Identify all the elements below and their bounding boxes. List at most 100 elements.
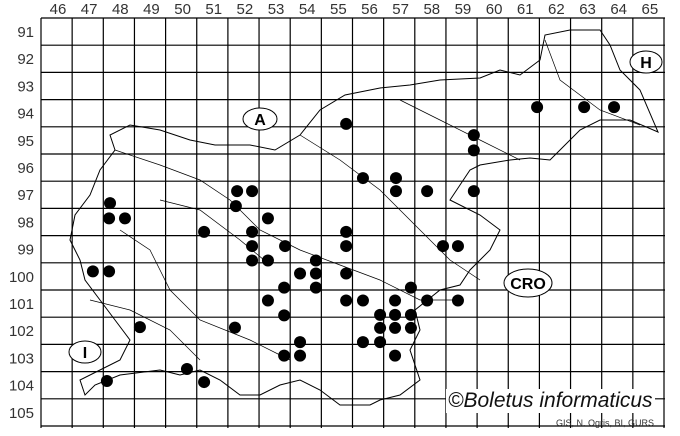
occurrence-dot <box>86 265 99 278</box>
column-label: 62 <box>548 1 565 18</box>
row-label: 91 <box>17 24 34 41</box>
occurrence-dot <box>404 321 417 334</box>
occurrence-dot <box>309 254 322 267</box>
column-label: 65 <box>642 1 659 18</box>
row-label: 102 <box>9 323 34 340</box>
occurrence-dot <box>421 185 434 198</box>
river <box>299 134 481 281</box>
column-label: 56 <box>361 1 378 18</box>
occurrence-dot <box>451 294 464 307</box>
occurrence-dot <box>309 281 322 294</box>
row-labels: 91 92 93 94 95 96 97 98 99 100 101 102 103 104 105 <box>9 24 34 422</box>
column-label: 57 <box>392 1 409 18</box>
occurrence-dot <box>261 294 274 307</box>
occurrence-dot <box>356 294 369 307</box>
occurrence-dot <box>404 308 417 321</box>
country-border <box>69 29 659 406</box>
occurrence-dot <box>467 185 480 198</box>
occurrence-dot <box>340 240 353 253</box>
occurrence-dot <box>198 376 211 389</box>
occurrence-dot <box>279 240 292 253</box>
occurrence-dot <box>340 294 353 307</box>
occurrence-dot <box>374 321 387 334</box>
row-label: 99 <box>17 242 34 259</box>
river <box>119 229 291 361</box>
column-label: 51 <box>205 1 222 18</box>
occurrence-dot <box>389 185 402 198</box>
occurrence-dot <box>531 101 544 114</box>
occurrence-dot <box>340 117 353 130</box>
row-label: 95 <box>17 133 34 150</box>
occurrence-dot <box>451 240 464 253</box>
column-label: 47 <box>81 1 98 18</box>
occurrence-dots <box>86 101 621 389</box>
occurrence-dot <box>404 281 417 294</box>
column-label: 63 <box>579 1 596 18</box>
slovenia-border <box>69 29 659 406</box>
occurrence-dot <box>246 185 259 198</box>
occurrence-dot <box>374 308 387 321</box>
row-label: 104 <box>9 378 34 395</box>
occurrence-dot <box>389 308 402 321</box>
occurrence-dot <box>294 336 307 349</box>
occurrence-dot <box>356 172 369 185</box>
occurrence-dot <box>374 336 387 349</box>
column-label: 59 <box>455 1 472 18</box>
occurrence-dot <box>103 212 116 225</box>
river <box>399 99 521 161</box>
occurrence-dot <box>294 267 307 280</box>
occurrence-dot <box>389 349 402 362</box>
region-text-austria: A <box>254 112 266 129</box>
column-label: 50 <box>174 1 191 18</box>
region-text-croatia: CRO <box>510 276 546 293</box>
occurrence-dot <box>278 281 291 294</box>
row-label: 103 <box>9 350 34 367</box>
occurrence-dot <box>180 363 193 376</box>
occurrence-dot <box>309 267 322 280</box>
row-label: 92 <box>17 51 34 68</box>
occurrence-dot <box>340 267 353 280</box>
occurrence-dot <box>278 309 291 322</box>
occurrence-dot <box>467 129 480 142</box>
column-label: 46 <box>50 1 67 18</box>
row-label: 98 <box>17 214 34 231</box>
occurrence-dot <box>228 321 241 334</box>
occurrence-dot <box>103 265 116 278</box>
column-label: 55 <box>330 1 347 18</box>
occurrence-dot <box>421 294 434 307</box>
column-label: 60 <box>486 1 503 18</box>
occurrence-dot <box>261 254 274 267</box>
column-labels: 46 47 48 49 50 51 52 53 54 55 56 57 58 59 60 61 62 63 64 65 <box>50 1 659 18</box>
region-labels: A H CRO I <box>68 50 663 364</box>
column-label: 49 <box>143 1 160 18</box>
occurrence-dot <box>198 225 211 238</box>
region-label-croatia: CRO <box>503 268 553 298</box>
copyright-text: ©Boletus informaticus <box>446 389 655 413</box>
column-label: 48 <box>112 1 129 18</box>
occurrence-dot <box>437 240 450 253</box>
row-label: 94 <box>17 106 34 123</box>
occurrence-dot <box>104 197 117 210</box>
occurrence-dot <box>231 185 244 198</box>
row-label: 105 <box>9 405 34 422</box>
occurrence-dot <box>389 321 402 334</box>
row-label: 100 <box>9 269 34 286</box>
occurrence-dot <box>246 254 259 267</box>
occurrence-dot <box>133 321 146 334</box>
occurrence-dot <box>356 336 369 349</box>
grid-lines <box>40 17 665 428</box>
occurrence-dot <box>246 225 259 238</box>
occurrence-dot <box>261 212 274 225</box>
occurrence-dot <box>467 144 480 157</box>
occurrence-dot <box>100 374 113 387</box>
occurrence-dot <box>278 349 291 362</box>
region-label-austria: A <box>242 107 278 131</box>
credit-text: GIS, N. Ogris, BI, GURS <box>556 418 655 428</box>
column-label: 64 <box>610 1 627 18</box>
row-label: 101 <box>9 296 34 313</box>
region-text-italy: I <box>83 345 87 362</box>
occurrence-dot <box>389 294 402 307</box>
occurrence-dot <box>118 212 131 225</box>
